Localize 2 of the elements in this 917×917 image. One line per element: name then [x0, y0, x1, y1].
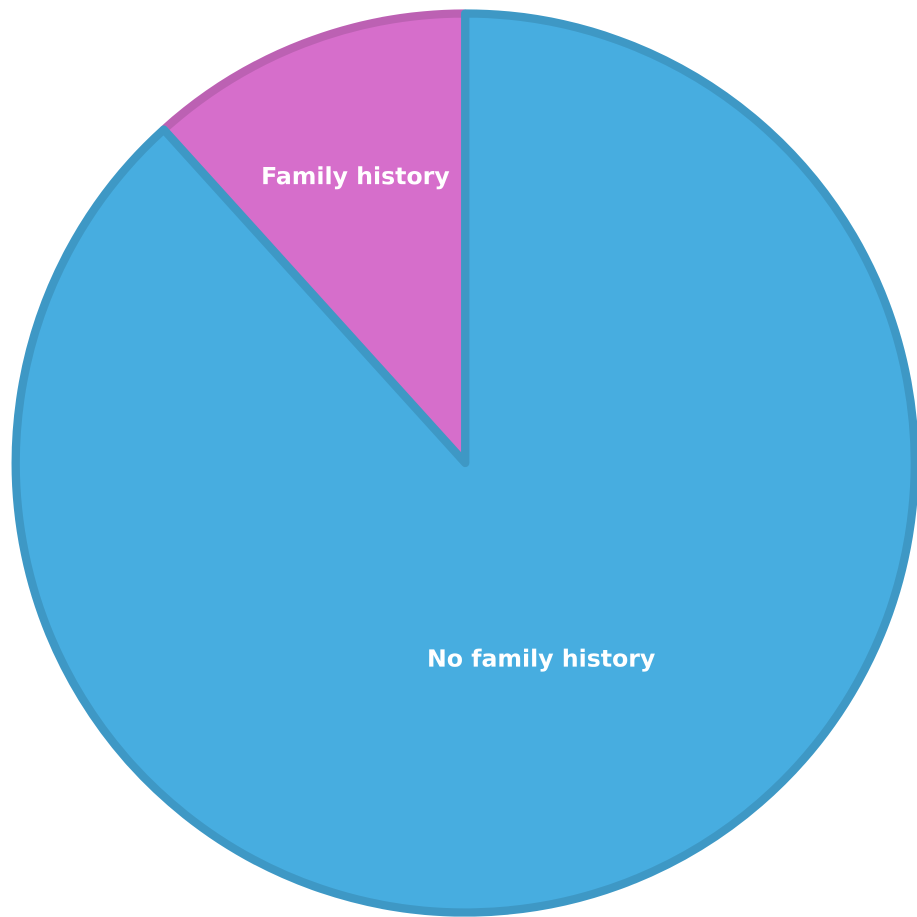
slice-label: No family history — [429, 648, 655, 672]
slice-label: Family history — [263, 166, 450, 190]
